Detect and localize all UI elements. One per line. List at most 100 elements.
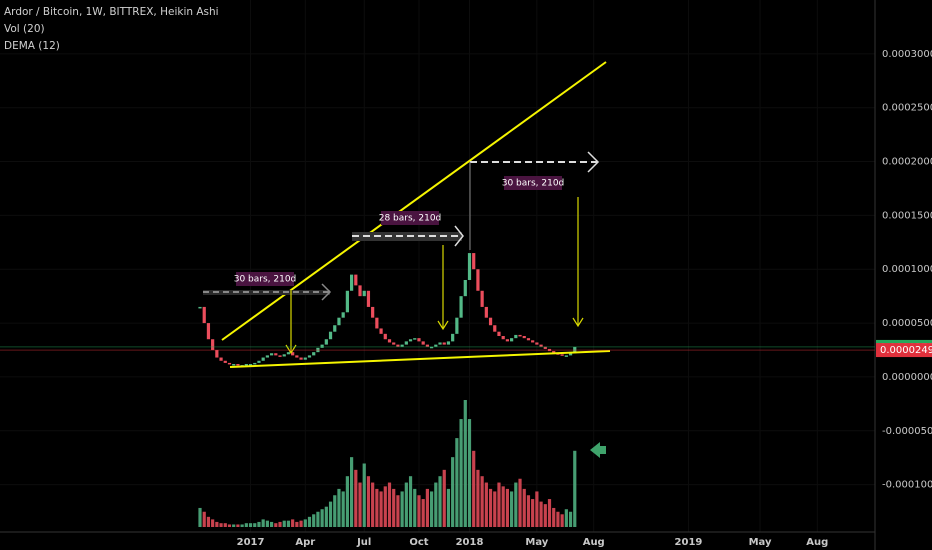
x-tick-label: Jul bbox=[356, 537, 371, 548]
volume-bar bbox=[278, 521, 282, 527]
arrow-head bbox=[437, 320, 449, 331]
candle bbox=[560, 354, 564, 356]
candle bbox=[505, 339, 509, 342]
volume-bar bbox=[286, 520, 291, 527]
candle bbox=[451, 333, 455, 342]
candle bbox=[404, 341, 408, 345]
y-tick-label: 0.00020000 bbox=[882, 157, 932, 168]
volume-bar bbox=[425, 488, 429, 527]
annotation-box bbox=[236, 272, 294, 286]
volume-bar bbox=[526, 495, 531, 527]
x-tick-label: 2019 bbox=[675, 537, 703, 548]
candle bbox=[413, 338, 417, 340]
candle bbox=[543, 346, 547, 349]
annotation-box bbox=[381, 211, 439, 225]
volume-bar bbox=[421, 499, 425, 527]
measure-arrow bbox=[454, 225, 464, 247]
candle bbox=[366, 290, 371, 307]
candle bbox=[278, 355, 282, 357]
volume-bar bbox=[282, 520, 286, 527]
candle bbox=[345, 290, 349, 313]
candle bbox=[337, 317, 341, 326]
volume-bar bbox=[505, 488, 509, 527]
arrow-head bbox=[285, 344, 297, 355]
candle bbox=[282, 354, 286, 357]
volume-bar bbox=[202, 511, 206, 527]
volume-bar bbox=[434, 482, 438, 527]
candle bbox=[312, 352, 316, 356]
x-tick-label: Aug bbox=[583, 537, 605, 548]
volume-bar bbox=[556, 511, 560, 527]
volume-bar bbox=[564, 509, 568, 527]
candle bbox=[257, 360, 261, 363]
annotation-box bbox=[504, 176, 562, 190]
volume-bar bbox=[451, 457, 455, 527]
candle bbox=[425, 344, 429, 347]
candle bbox=[400, 344, 404, 347]
candle bbox=[211, 339, 215, 350]
volume-bar bbox=[413, 488, 417, 527]
candle bbox=[236, 364, 240, 366]
volume-bar bbox=[366, 476, 371, 527]
candle bbox=[392, 342, 396, 345]
candle bbox=[269, 353, 274, 356]
volume-bar bbox=[215, 521, 219, 527]
volume-bar bbox=[476, 469, 480, 527]
y-tick-label: 0.00010000 bbox=[882, 264, 932, 275]
volume-bar bbox=[396, 495, 400, 527]
volume-bar bbox=[341, 491, 345, 527]
candle bbox=[232, 364, 236, 366]
volume-bar bbox=[312, 514, 316, 527]
volume-bar bbox=[358, 482, 362, 527]
volume-bar bbox=[211, 519, 215, 527]
candle bbox=[568, 353, 573, 356]
volume-bar bbox=[354, 469, 358, 527]
volume-bar bbox=[480, 476, 484, 527]
volume-bar bbox=[522, 488, 526, 527]
candle bbox=[248, 364, 253, 366]
candle bbox=[514, 334, 518, 339]
volume-bar bbox=[467, 419, 472, 527]
candle bbox=[573, 346, 577, 354]
candle bbox=[371, 306, 375, 318]
volume-bar bbox=[316, 511, 320, 527]
candle bbox=[455, 317, 459, 334]
volume-bar bbox=[236, 524, 240, 527]
volume-bar bbox=[493, 491, 497, 527]
volume-bar bbox=[501, 486, 505, 527]
candle bbox=[206, 323, 211, 340]
candle bbox=[408, 339, 413, 342]
volume-pane bbox=[198, 400, 577, 527]
y-tick-label: 0.00025000 bbox=[882, 103, 932, 114]
volume-bar bbox=[383, 486, 387, 527]
volume-bar bbox=[446, 488, 451, 527]
trend-line[interactable] bbox=[229, 350, 611, 368]
volume-bar bbox=[535, 491, 539, 527]
candle bbox=[324, 339, 328, 345]
drawings: 30 bars, 210d 28 bars, 210d 30 bars, 210… bbox=[203, 61, 611, 458]
candle bbox=[510, 338, 514, 342]
volume-bar bbox=[362, 463, 366, 527]
volume-bar bbox=[320, 509, 324, 527]
volume-bar bbox=[552, 507, 556, 527]
volume-bar bbox=[514, 482, 518, 527]
x-tick-label: May bbox=[749, 537, 772, 548]
x-tick-label: 2018 bbox=[456, 537, 484, 548]
volume-bar bbox=[337, 488, 341, 527]
candle bbox=[383, 333, 387, 340]
candle bbox=[265, 355, 269, 358]
volume-bar bbox=[472, 450, 476, 527]
candle bbox=[552, 351, 556, 354]
candle bbox=[375, 317, 379, 329]
candle bbox=[421, 341, 425, 345]
candle bbox=[299, 357, 303, 360]
arrow-head bbox=[572, 317, 584, 328]
y-tick-label: 0.00030000 bbox=[882, 49, 932, 60]
candle bbox=[227, 362, 232, 365]
volume-bar bbox=[510, 491, 514, 527]
candle bbox=[286, 352, 291, 355]
candle bbox=[219, 357, 223, 361]
candle bbox=[320, 344, 324, 348]
volume-bar bbox=[244, 523, 248, 527]
candle bbox=[501, 336, 505, 340]
